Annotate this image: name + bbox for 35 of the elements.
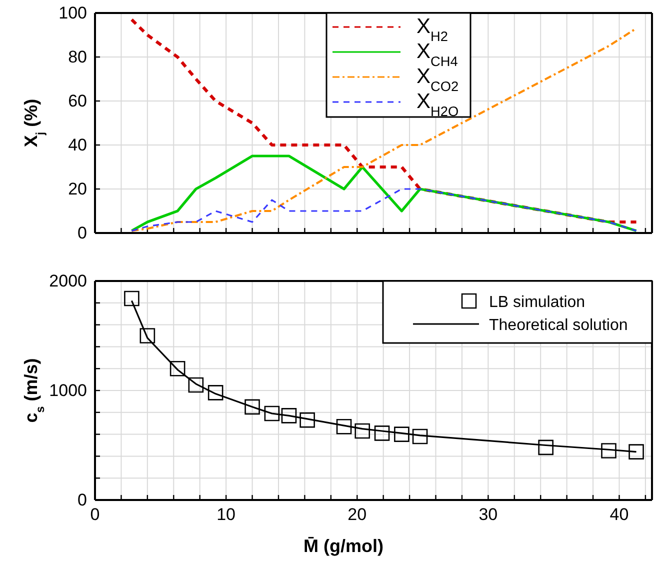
line-series (130, 188, 638, 232)
point (244, 399, 260, 415)
y-tick-label: 80 (68, 47, 87, 66)
point (412, 428, 428, 444)
point (188, 377, 204, 393)
x-tick-label: 0 (90, 505, 100, 524)
point (601, 443, 616, 458)
legend-label: LB simulation (489, 294, 586, 311)
y-tick-label: 0 (78, 223, 87, 242)
point (140, 328, 156, 344)
point (538, 440, 554, 456)
point (374, 426, 390, 441)
y-tick-label: 0 (78, 490, 87, 510)
point (354, 423, 370, 439)
y-tick-label: 2000 (49, 271, 87, 290)
point (394, 426, 410, 442)
point (281, 408, 297, 424)
point (336, 418, 352, 434)
y-tick-label: 20 (68, 179, 87, 198)
x-tick-label: 30 (478, 505, 498, 524)
point (124, 290, 140, 306)
point (170, 360, 186, 376)
y-tick-label: 100 (58, 3, 87, 22)
y-tick-label: 1000 (49, 380, 87, 400)
point (628, 444, 644, 460)
legend-label: Theoretical solution (489, 317, 628, 334)
x-tick-label: 20 (348, 505, 367, 524)
y-tick-label: 60 (68, 91, 87, 110)
y-tick-label: 40 (68, 135, 87, 154)
x-axis-title: M̄ (g/mol) (304, 536, 384, 556)
point (300, 412, 315, 428)
point (264, 406, 280, 422)
x-tick-label: 10 (216, 505, 236, 524)
point (208, 385, 224, 400)
x-tick-label: 40 (610, 505, 629, 524)
